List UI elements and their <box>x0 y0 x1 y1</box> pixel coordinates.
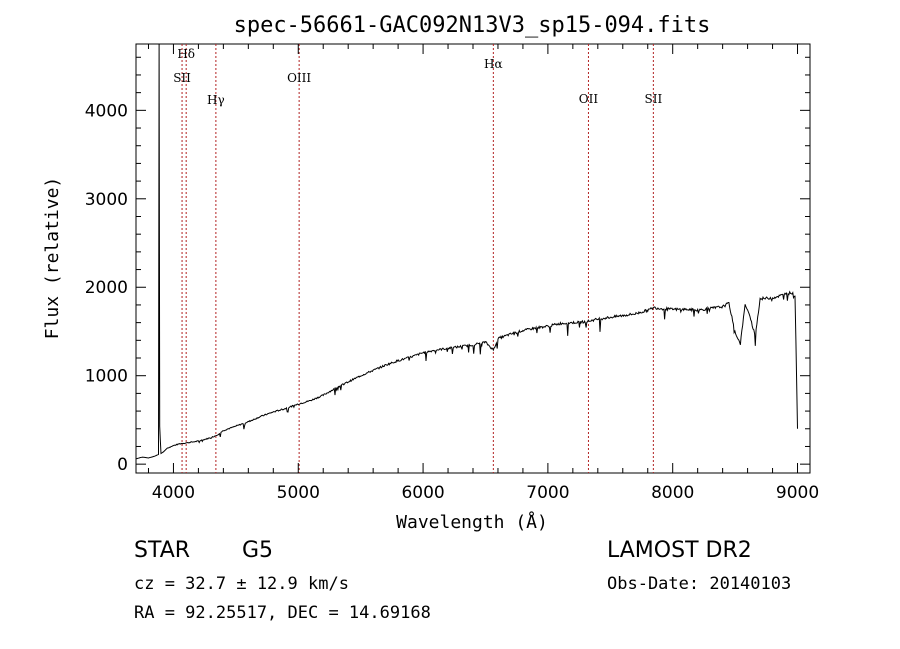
spectral-line-label: SII <box>645 92 663 106</box>
coordinates: RA = 92.25517, DEC = 14.69168 <box>134 603 431 623</box>
spectrum-series <box>135 43 798 460</box>
spectral-line-label: OII <box>579 92 599 106</box>
x-tick-label: 6000 <box>401 483 444 503</box>
spectrum-line <box>135 43 798 460</box>
spectral-line-label: SII <box>173 71 191 85</box>
object-class: STAR <box>134 538 191 563</box>
y-tick-label: 3000 <box>85 190 128 210</box>
survey-name: LAMOST DR2 <box>607 538 752 563</box>
x-tick-label: 7000 <box>526 483 569 503</box>
spectral-line-label: Hδ <box>177 47 195 61</box>
redshift-cz: cz = 32.7 ± 12.9 km/s <box>134 574 349 594</box>
object-subclass: G5 <box>242 538 274 563</box>
spectral-line-label: OIII <box>287 71 311 85</box>
x-tick-label: 9000 <box>776 483 819 503</box>
observation-date: Obs-Date: 20140103 <box>607 574 792 594</box>
y-tick-label: 0 <box>117 455 128 475</box>
spectral-line-label: Hα <box>484 57 503 71</box>
plot-frame <box>135 43 811 474</box>
y-axis-label: Flux (relative) <box>42 177 63 340</box>
y-tick-label: 1000 <box>85 367 128 387</box>
y-tick-label: 4000 <box>85 101 128 121</box>
spectral-line-markers: Hδ SII Hγ OIII Hα OII SII <box>173 44 662 473</box>
axis-ticks: 4000 5000 6000 7000 8000 9000 0 1000 2000 3000 400… <box>85 44 819 503</box>
x-tick-label: 8000 <box>651 483 694 503</box>
x-tick-label: 5000 <box>277 483 320 503</box>
spectral-line-label: Hγ <box>207 93 225 107</box>
x-axis-label: Wavelength (Å) <box>396 511 548 533</box>
chart-title: spec-56661-GAC092N13V3_sp15-094.fits <box>234 13 711 38</box>
x-tick-label: 4000 <box>152 483 195 503</box>
y-tick-label: 2000 <box>85 278 128 298</box>
